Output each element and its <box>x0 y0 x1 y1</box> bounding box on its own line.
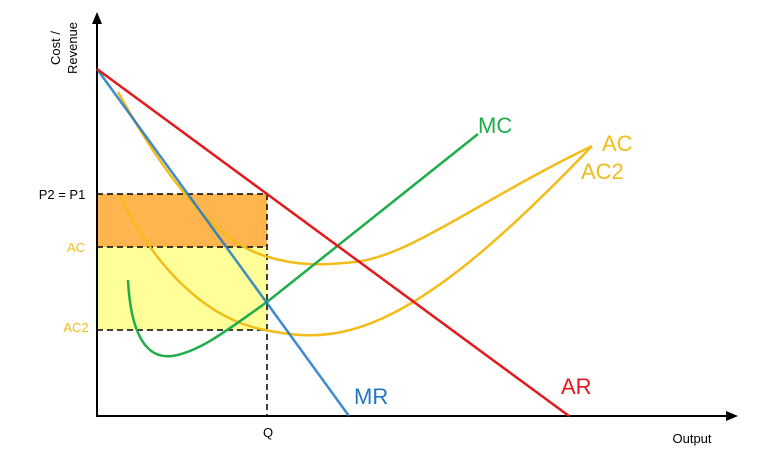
profit-area-ac <box>98 194 267 247</box>
y-axis-label-line2: Revenue <box>65 22 80 74</box>
mc-curve-label: MC <box>478 113 512 138</box>
mc-curve <box>126 133 479 358</box>
y-axis-label-line1: Cost / <box>48 31 63 65</box>
ac-level-label: AC <box>67 240 85 255</box>
price-label: P2 = P1 <box>39 187 86 202</box>
extra-profit-area-ac2 <box>98 247 267 330</box>
ac2-curve-label: AC2 <box>581 159 624 184</box>
y-axis-arrow <box>92 12 102 24</box>
ac2-curve <box>118 145 593 337</box>
mr-line <box>95 68 351 417</box>
x-axis-label: Output <box>672 431 711 446</box>
quantity-label: Q <box>263 425 273 440</box>
mr-curve-label: MR <box>354 384 388 409</box>
ac-curve-label: AC <box>602 131 633 156</box>
ar-line <box>96 67 570 418</box>
ar-curve-label: AR <box>561 374 592 399</box>
x-axis-arrow <box>726 411 738 421</box>
ac2-level-label: AC2 <box>63 320 88 335</box>
